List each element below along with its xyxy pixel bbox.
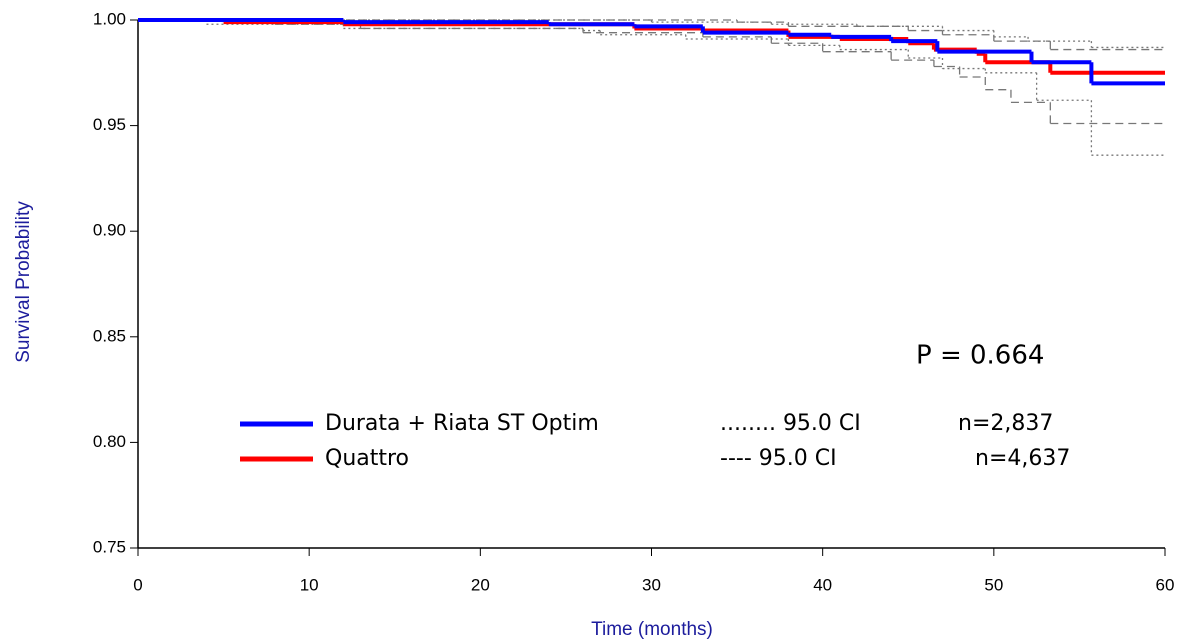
x-tick-label: 40 — [813, 575, 832, 594]
p-value: P = 0.664 — [916, 341, 1044, 371]
ci-line-riser — [205, 20, 1093, 156]
x-tick-label: 20 — [471, 575, 490, 594]
x-tick-label: 50 — [984, 575, 1003, 594]
legend-label: Durata + Riata ST Optim — [325, 411, 599, 436]
legend-n-label: n=2,837 — [958, 411, 1053, 436]
ci-line-riser — [274, 20, 1051, 124]
x-tick-label: 10 — [300, 575, 319, 594]
legend-label: Quattro — [325, 446, 409, 471]
x-tick-label: 30 — [642, 575, 661, 594]
y-tick-label: 0.75 — [93, 537, 126, 556]
x-axis-title: Time (months) — [591, 619, 713, 640]
y-tick-label: 0.85 — [93, 326, 126, 345]
y-tick-label: 1.00 — [93, 9, 126, 28]
survival-line-riser — [341, 20, 1094, 84]
ci-line-riser — [736, 20, 1051, 50]
legend-ci-label: ---- 95.0 CI — [720, 446, 837, 471]
y-tick-label: 0.90 — [93, 221, 126, 240]
y-tick-label: 0.80 — [93, 432, 126, 451]
x-tick-label: 60 — [1156, 575, 1175, 594]
y-axis-title: Survival Probability — [13, 201, 34, 363]
ci-line-riser — [650, 20, 1093, 48]
y-tick-label: 0.95 — [93, 115, 126, 134]
x-tick-label: 0 — [133, 575, 142, 594]
legend-ci-label: ........ 95.0 CI — [720, 411, 861, 436]
legend-n-label: n=4,637 — [975, 446, 1070, 471]
